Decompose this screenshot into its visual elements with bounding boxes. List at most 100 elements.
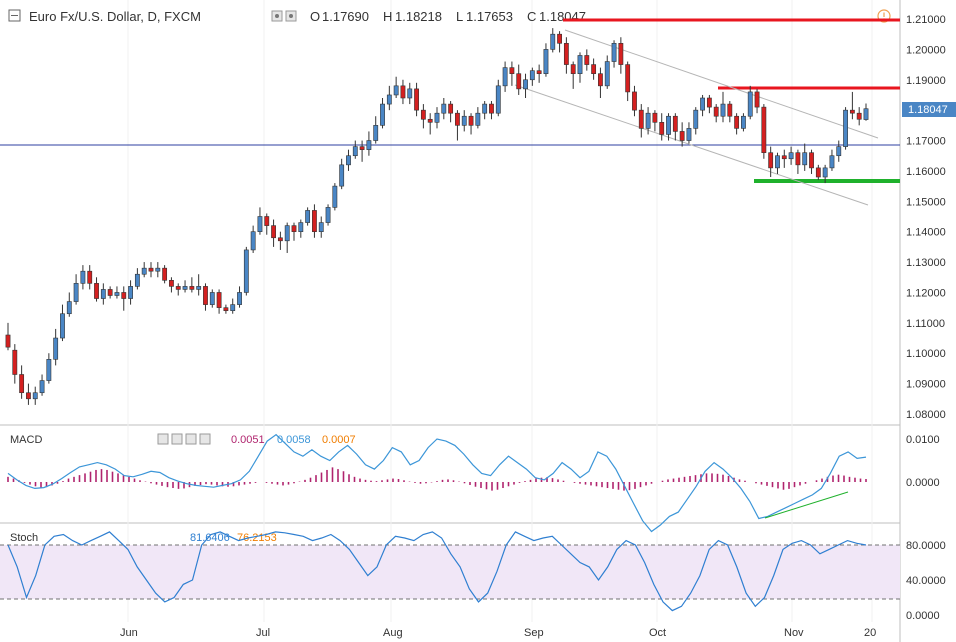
time-tick-label: Oct xyxy=(649,627,666,639)
stoch-title: Stoch xyxy=(10,532,38,544)
candle xyxy=(380,98,385,129)
macd-divergence-line xyxy=(764,491,849,519)
candle xyxy=(189,277,195,293)
candle xyxy=(761,104,767,159)
time-tick-label: Jun xyxy=(120,627,138,639)
time-tick-label: Aug xyxy=(383,627,403,639)
stoch-tick-label: 0.0000 xyxy=(906,610,940,622)
candle xyxy=(32,386,38,405)
price-tick-label: 1.08000 xyxy=(906,409,946,421)
price-tick-label: 1.21000 xyxy=(906,14,946,26)
candle xyxy=(366,131,372,156)
price-tick-label: 1.19000 xyxy=(906,75,946,87)
price-tick-label: 1.10000 xyxy=(906,348,946,360)
candle xyxy=(359,140,365,162)
candle xyxy=(230,298,236,314)
candle xyxy=(509,61,515,86)
candle xyxy=(107,286,113,299)
candle xyxy=(339,158,345,190)
candle xyxy=(461,110,467,132)
candle xyxy=(741,113,746,132)
macd-line xyxy=(7,433,867,533)
candle xyxy=(734,113,740,135)
candle xyxy=(809,149,814,174)
macd-eye-icon[interactable] xyxy=(171,433,183,445)
candle xyxy=(114,286,120,299)
candle xyxy=(237,286,242,308)
price-tick-label: 1.12000 xyxy=(906,287,946,299)
panel-frames xyxy=(0,0,901,642)
candle xyxy=(209,289,215,308)
candle xyxy=(325,204,331,226)
candle xyxy=(60,304,65,342)
candle xyxy=(795,149,801,174)
macd-add-icon[interactable] xyxy=(185,433,197,445)
candle xyxy=(434,107,440,129)
candle xyxy=(618,37,624,74)
candle xyxy=(19,365,25,399)
candle xyxy=(747,85,753,120)
time-axis: Jun Jul Aug Sep Oct Nov 20 xyxy=(120,627,876,639)
stoch-band xyxy=(0,545,900,599)
eye-icon[interactable] xyxy=(285,10,297,22)
macd-close-icon[interactable] xyxy=(199,433,211,445)
candle xyxy=(550,28,556,53)
collapse-icon[interactable] xyxy=(8,9,21,22)
candle xyxy=(788,146,794,165)
price-tick-label: 1.17000 xyxy=(906,136,946,148)
candle xyxy=(482,101,488,120)
candle xyxy=(768,146,774,177)
candle xyxy=(706,94,712,114)
candle xyxy=(175,283,181,296)
candle xyxy=(672,113,678,141)
candle xyxy=(12,344,18,384)
candle xyxy=(100,283,106,305)
close-label: C xyxy=(527,9,536,24)
candle xyxy=(495,79,501,117)
stoch-value-2: 76.2153 xyxy=(237,532,277,544)
candle xyxy=(775,152,780,174)
macd-axis: 0.0100 0.0000 xyxy=(906,434,940,489)
candle xyxy=(863,103,869,121)
open-value: 1.17690 xyxy=(322,9,369,24)
candle xyxy=(203,283,208,311)
stoch-line xyxy=(7,531,867,612)
candle xyxy=(134,268,140,290)
candle xyxy=(523,73,528,98)
candle xyxy=(849,91,855,120)
stoch-tick-label: 80.0000 xyxy=(906,540,946,552)
candle xyxy=(277,231,283,250)
candle xyxy=(645,107,651,135)
open-label: O xyxy=(310,9,320,24)
candle xyxy=(53,328,59,366)
candle xyxy=(455,110,460,141)
candle xyxy=(73,274,79,305)
candle xyxy=(264,213,270,235)
candle xyxy=(584,49,590,71)
macd-settings-icon[interactable] xyxy=(157,433,169,445)
candle xyxy=(693,107,699,135)
high-value: 1.18218 xyxy=(395,9,442,24)
candle xyxy=(679,122,685,147)
candle xyxy=(570,61,576,89)
candle xyxy=(638,104,644,138)
settings-icon[interactable] xyxy=(271,10,283,22)
candle xyxy=(529,67,535,86)
candle xyxy=(223,304,229,314)
macd-tick-label: 0.0000 xyxy=(906,477,940,489)
candle xyxy=(393,76,399,98)
stoch-axis: 80.0000 40.0000 0.0000 xyxy=(906,540,946,622)
candle xyxy=(182,280,188,293)
candle xyxy=(557,31,562,53)
price-tick-label: 1.16000 xyxy=(906,166,946,178)
candle xyxy=(271,219,276,247)
candle xyxy=(536,64,542,83)
price-tick-label: 1.20000 xyxy=(906,44,946,56)
candle xyxy=(468,113,474,135)
candle xyxy=(815,164,821,181)
candle xyxy=(543,43,549,77)
candle xyxy=(441,98,447,120)
macd-tick-label: 0.0100 xyxy=(906,434,940,446)
price-tick-label: 1.14000 xyxy=(906,227,946,239)
